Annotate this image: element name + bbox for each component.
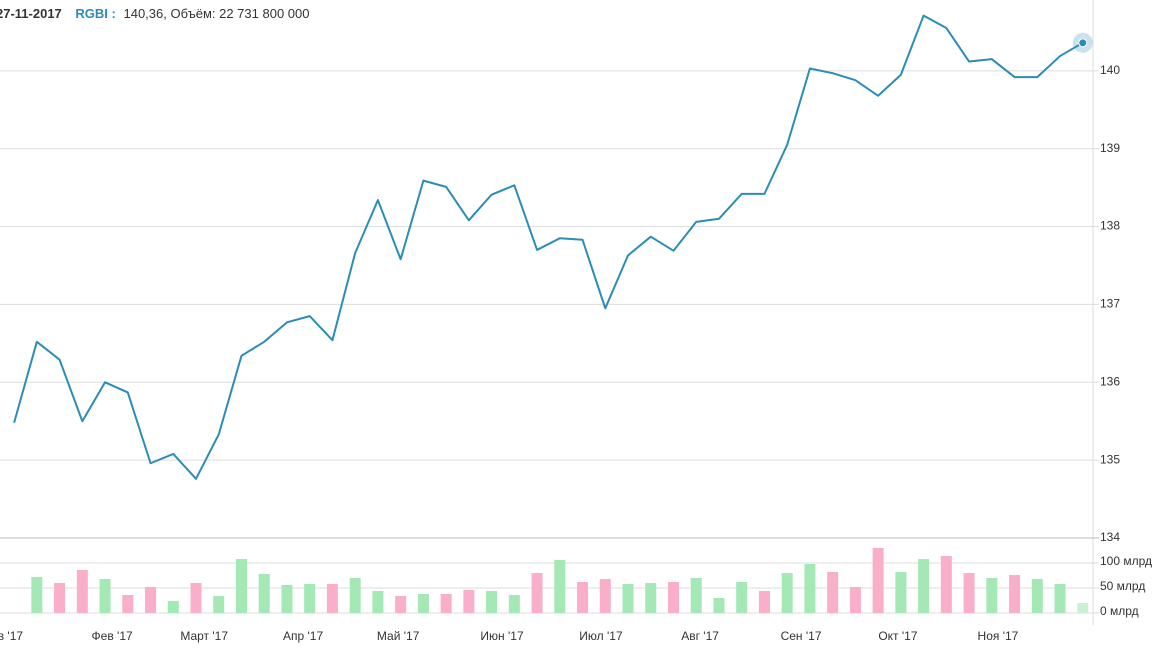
x-tick-label: Авг '17	[681, 629, 719, 643]
y-tick-label: 139	[1100, 141, 1120, 155]
volume-bar	[895, 572, 907, 613]
header-line: 27-11-2017 RGBI : 140,36, Объём: 22 731 …	[0, 6, 309, 21]
volume-bar	[486, 591, 498, 613]
ticker: RGBI :	[75, 6, 115, 21]
volume-bar	[235, 559, 247, 613]
y-tick-label: 134	[1100, 530, 1120, 544]
volume-bar	[190, 583, 202, 613]
volume-bar	[690, 578, 702, 613]
volume-bar	[1077, 603, 1089, 613]
volume-bar	[622, 584, 634, 613]
volume-bar	[508, 595, 520, 613]
y-tick-label: 136	[1100, 374, 1120, 388]
x-tick-label: Фев '17	[92, 629, 133, 643]
volume-bar	[145, 587, 157, 613]
x-tick-label: Ноя '17	[978, 629, 1019, 643]
x-tick-label: Апр '17	[283, 629, 323, 643]
volume-bar	[440, 594, 452, 613]
volume-bar	[554, 560, 566, 613]
volume-bar	[372, 591, 384, 613]
volume-bar	[713, 598, 725, 613]
volume-bar	[1054, 584, 1066, 613]
volume-bar	[326, 584, 338, 613]
volume-bar	[918, 559, 930, 613]
volume-bar	[395, 596, 407, 613]
volume-bar	[781, 573, 793, 613]
volume-bar	[122, 595, 134, 613]
date: 27-11-2017	[0, 6, 62, 21]
info: 140,36, Объём: 22 731 800 000	[123, 6, 309, 21]
volume-bar	[963, 573, 975, 613]
volume-bar	[31, 577, 43, 613]
volume-bar	[940, 556, 952, 613]
x-tick-label: Окт '17	[878, 629, 918, 643]
x-tick-label: Сен '17	[781, 629, 822, 643]
y-tick-label: 100 млрд	[1100, 554, 1152, 568]
volume-bar	[736, 582, 748, 613]
volume-bar	[463, 590, 475, 613]
volume-bar	[667, 582, 679, 613]
x-tick-label: Янв '17	[0, 629, 23, 643]
volume-bar	[645, 583, 657, 613]
y-tick-label: 50 млрд	[1100, 579, 1145, 593]
volume-bar	[577, 582, 589, 613]
volume-bar	[1009, 575, 1021, 613]
last-point	[1078, 38, 1088, 48]
x-tick-label: Март '17	[180, 629, 228, 643]
volume-bar	[986, 578, 998, 613]
volume-bar	[76, 570, 88, 613]
y-tick-label: 138	[1100, 219, 1120, 233]
volume-bar	[167, 601, 179, 613]
volume-bar	[849, 587, 861, 613]
volume-bar	[349, 578, 361, 613]
y-tick-label: 135	[1100, 452, 1120, 466]
y-tick-label: 0 млрд	[1100, 604, 1139, 618]
x-tick-label: Июн '17	[480, 629, 524, 643]
volume-bar	[417, 594, 429, 613]
volume-bar	[758, 591, 770, 613]
price-line	[13, 14, 1084, 480]
volume-bar	[1031, 579, 1043, 613]
y-tick-label: 140	[1100, 63, 1120, 77]
volume-bar	[213, 596, 225, 613]
volume-bar	[258, 574, 270, 613]
y-tick-label: 137	[1100, 297, 1120, 311]
volume-bar	[599, 579, 611, 613]
x-tick-label: Июл '17	[579, 629, 623, 643]
volume-bar	[872, 548, 884, 613]
volume-bar	[54, 583, 66, 613]
x-tick-label: Май '17	[377, 629, 420, 643]
volume-bar	[804, 564, 816, 613]
volume-bar	[99, 579, 111, 613]
volume-bar	[827, 572, 839, 613]
volume-bar	[304, 584, 316, 613]
volume-bar	[281, 585, 293, 613]
volume-bar	[531, 573, 543, 613]
